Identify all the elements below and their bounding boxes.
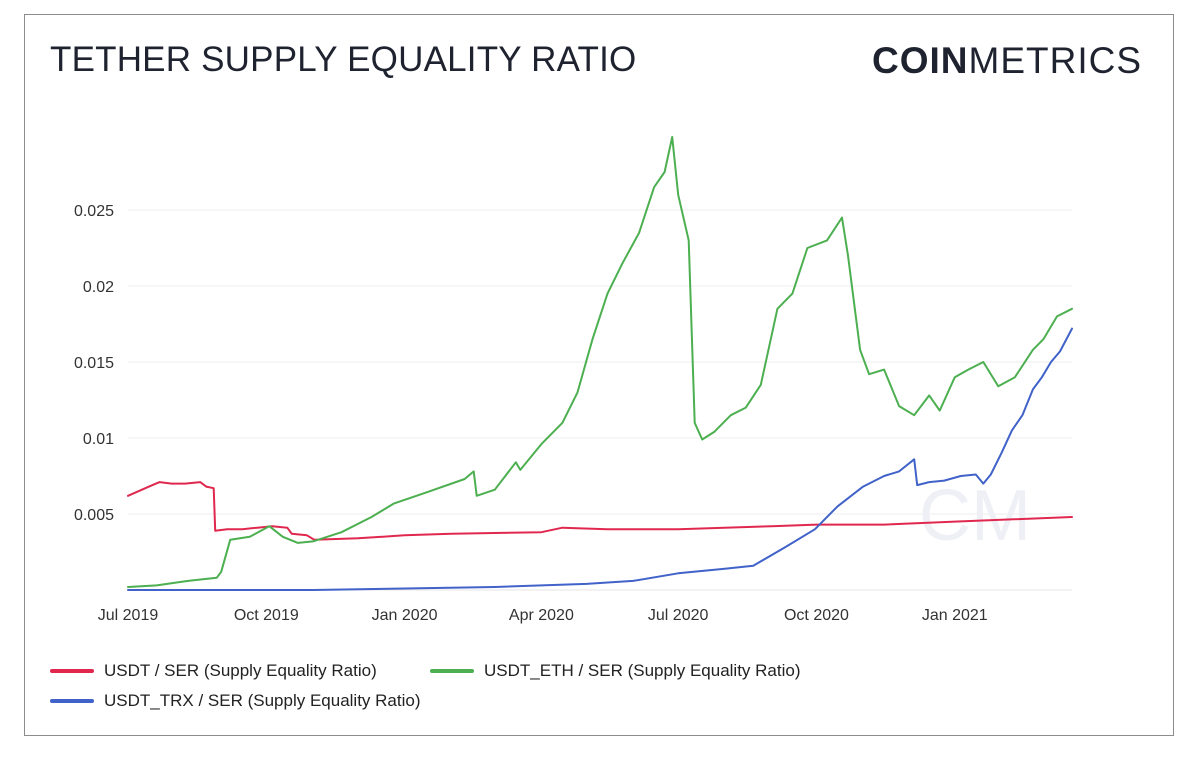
legend-item-3[interactable]: USDT_TRX / SER (Supply Equality Ratio) <box>50 691 421 711</box>
x-tick-label: Oct 2019 <box>234 607 299 624</box>
brand-logo-light: METRICS <box>968 40 1142 81</box>
x-tick-label: Oct 2020 <box>784 607 849 624</box>
y-tick-label: 0.015 <box>74 355 114 372</box>
x-tick-label: Jan 2020 <box>372 607 438 624</box>
grid-lines <box>128 209 1072 591</box>
watermark: CM <box>919 476 1031 556</box>
y-axis-ticks: 0.005 0.01 0.015 0.02 0.025 <box>74 203 114 524</box>
chart-frame <box>24 14 1174 736</box>
series-line-1 <box>127 481 1073 541</box>
y-tick-label: 0.025 <box>74 203 114 220</box>
legend-item-2[interactable]: USDT_ETH / SER (Supply Equality Ratio) <box>430 661 801 681</box>
y-tick-label: 0.005 <box>74 507 114 524</box>
series-lines <box>127 136 1073 591</box>
legend-swatch <box>430 669 474 673</box>
x-axis-ticks: Jul 2019 Oct 2019 Jan 2020 Apr 2020 Jul 2020… <box>98 607 988 624</box>
legend-label: USDT / SER (Supply Equality Ratio) <box>104 661 377 680</box>
legend-label: USDT_TRX / SER (Supply Equality Ratio) <box>104 691 421 710</box>
series-line-3 <box>127 327 1073 591</box>
legend-label: USDT_ETH / SER (Supply Equality Ratio) <box>484 661 801 680</box>
chart-title: TETHER SUPPLY EQUALITY RATIO <box>50 40 637 79</box>
y-tick-label: 0.02 <box>83 279 114 296</box>
series-line-2 <box>127 136 1073 588</box>
legend-item-1[interactable]: USDT / SER (Supply Equality Ratio) <box>50 661 377 681</box>
y-tick-label: 0.01 <box>83 431 114 448</box>
brand-logo: COINMETRICS <box>872 40 1142 82</box>
legend-swatch <box>50 669 94 673</box>
watermark-text: CM <box>919 476 1031 556</box>
x-tick-label: Jul 2020 <box>648 607 709 624</box>
legend-swatch <box>50 699 94 703</box>
x-tick-label: Jan 2021 <box>922 607 988 624</box>
x-tick-label: Jul 2019 <box>98 607 159 624</box>
x-tick-label: Apr 2020 <box>509 607 574 624</box>
brand-logo-bold: COIN <box>872 40 969 81</box>
